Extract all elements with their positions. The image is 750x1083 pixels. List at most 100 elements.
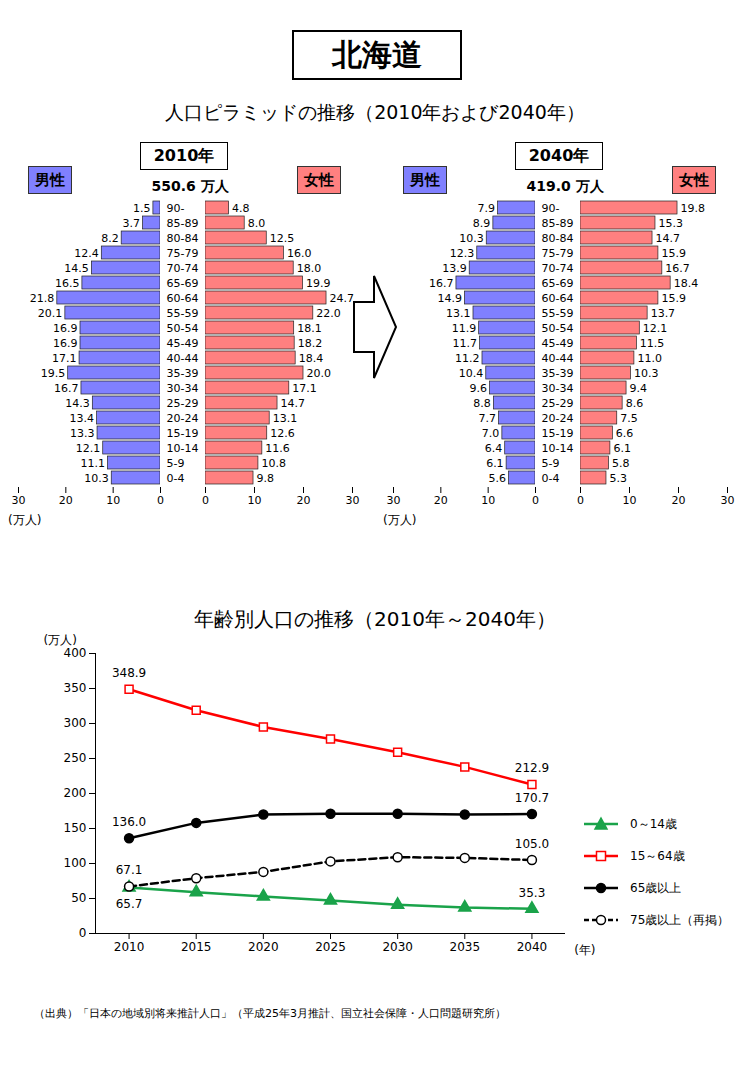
- svg-text:200: 200: [64, 786, 87, 800]
- svg-text:12.1: 12.1: [76, 442, 101, 455]
- svg-text:7.5: 7.5: [620, 412, 638, 425]
- svg-text:12.6: 12.6: [270, 427, 295, 440]
- svg-text:50-54: 50-54: [167, 322, 199, 335]
- svg-text:6.4: 6.4: [485, 442, 503, 455]
- svg-text:6.6: 6.6: [616, 427, 634, 440]
- svg-text:10.8: 10.8: [261, 457, 286, 470]
- svg-text:18.0: 18.0: [297, 262, 322, 275]
- svg-text:16.5: 16.5: [55, 277, 80, 290]
- svg-text:75-79: 75-79: [167, 247, 199, 260]
- svg-text:2030: 2030: [382, 940, 413, 954]
- svg-text:2025: 2025: [315, 940, 346, 954]
- svg-text:2020: 2020: [248, 940, 279, 954]
- svg-text:13.3: 13.3: [70, 427, 95, 440]
- svg-text:18.1: 18.1: [297, 322, 322, 335]
- svg-text:8.2: 8.2: [101, 232, 119, 245]
- svg-text:20: 20: [59, 494, 73, 507]
- svg-text:40-44: 40-44: [167, 352, 199, 365]
- svg-text:2040: 2040: [517, 940, 548, 954]
- svg-text:19.5: 19.5: [41, 367, 66, 380]
- svg-text:80-84: 80-84: [542, 232, 574, 245]
- svg-text:0: 0: [202, 494, 209, 507]
- svg-text:35-39: 35-39: [542, 367, 574, 380]
- svg-text:15-19: 15-19: [167, 427, 199, 440]
- svg-text:10: 10: [481, 494, 495, 507]
- svg-text:10.3: 10.3: [634, 367, 659, 380]
- svg-text:30-34: 30-34: [542, 382, 574, 395]
- svg-text:10.4: 10.4: [459, 367, 484, 380]
- svg-text:11.6: 11.6: [265, 442, 290, 455]
- svg-text:30: 30: [12, 494, 26, 507]
- svg-text:0-4: 0-4: [167, 472, 185, 485]
- svg-text:10: 10: [106, 494, 120, 507]
- svg-text:16.9: 16.9: [53, 337, 78, 350]
- svg-text:14.7: 14.7: [281, 397, 306, 410]
- svg-text:18.4: 18.4: [674, 277, 699, 290]
- svg-text:90-: 90-: [542, 202, 560, 215]
- svg-text:20: 20: [297, 494, 311, 507]
- svg-text:250: 250: [64, 751, 87, 765]
- svg-text:18.4: 18.4: [299, 352, 324, 365]
- svg-text:2015: 2015: [181, 940, 212, 954]
- svg-text:5.3: 5.3: [609, 472, 627, 485]
- svg-text:170.7: 170.7: [515, 791, 549, 805]
- svg-text:19.8: 19.8: [681, 202, 706, 215]
- svg-text:(万人): (万人): [44, 633, 77, 647]
- svg-text:348.9: 348.9: [112, 666, 146, 680]
- svg-text:10.3: 10.3: [84, 472, 109, 485]
- svg-text:30-34: 30-34: [167, 382, 199, 395]
- svg-text:350: 350: [64, 681, 87, 695]
- svg-text:60-64: 60-64: [167, 292, 199, 305]
- svg-text:17.1: 17.1: [52, 352, 77, 365]
- svg-text:0: 0: [532, 494, 539, 507]
- svg-text:9.8: 9.8: [257, 472, 275, 485]
- svg-text:7.7: 7.7: [479, 412, 497, 425]
- svg-text:20-24: 20-24: [542, 412, 574, 425]
- svg-text:5.8: 5.8: [612, 457, 630, 470]
- svg-text:45-49: 45-49: [167, 337, 199, 350]
- svg-text:55-59: 55-59: [167, 307, 199, 320]
- svg-text:9.4: 9.4: [630, 382, 648, 395]
- svg-text:11.9: 11.9: [452, 322, 477, 335]
- svg-text:16.7: 16.7: [665, 262, 690, 275]
- svg-text:2035: 2035: [450, 940, 481, 954]
- svg-text:10-14: 10-14: [542, 442, 574, 455]
- svg-text:45-49: 45-49: [542, 337, 574, 350]
- svg-text:400: 400: [64, 646, 87, 660]
- svg-text:20.1: 20.1: [38, 307, 63, 320]
- svg-text:12.1: 12.1: [643, 322, 668, 335]
- svg-text:0-4: 0-4: [542, 472, 560, 485]
- svg-text:25-29: 25-29: [167, 397, 199, 410]
- svg-text:136.0: 136.0: [112, 815, 146, 829]
- svg-text:15-19: 15-19: [542, 427, 574, 440]
- svg-text:50-54: 50-54: [542, 322, 574, 335]
- svg-text:65-69: 65-69: [167, 277, 199, 290]
- svg-text:11.5: 11.5: [640, 337, 665, 350]
- svg-text:0: 0: [157, 494, 164, 507]
- svg-text:13.1: 13.1: [446, 307, 471, 320]
- svg-text:15.3: 15.3: [658, 217, 683, 230]
- svg-text:14.5: 14.5: [64, 262, 89, 275]
- svg-text:300: 300: [64, 716, 87, 730]
- svg-text:10: 10: [248, 494, 262, 507]
- svg-text:40-44: 40-44: [542, 352, 574, 365]
- svg-text:0: 0: [577, 494, 584, 507]
- svg-text:24.7: 24.7: [330, 292, 355, 305]
- svg-text:12.4: 12.4: [74, 247, 99, 260]
- svg-text:75-79: 75-79: [542, 247, 574, 260]
- svg-text:10.3: 10.3: [459, 232, 484, 245]
- svg-text:30: 30: [346, 494, 360, 507]
- svg-text:100: 100: [64, 856, 87, 870]
- svg-text:22.0: 22.0: [316, 307, 341, 320]
- svg-text:60-64: 60-64: [542, 292, 574, 305]
- svg-text:10-14: 10-14: [167, 442, 199, 455]
- svg-text:8.0: 8.0: [248, 217, 266, 230]
- svg-text:11.0: 11.0: [637, 352, 662, 365]
- svg-text:21.8: 21.8: [30, 292, 55, 305]
- svg-text:17.1: 17.1: [292, 382, 317, 395]
- svg-text:14.3: 14.3: [65, 397, 90, 410]
- svg-text:7.0: 7.0: [482, 427, 500, 440]
- svg-text:212.9: 212.9: [515, 761, 549, 775]
- svg-text:6.1: 6.1: [486, 457, 504, 470]
- svg-text:8.8: 8.8: [473, 397, 491, 410]
